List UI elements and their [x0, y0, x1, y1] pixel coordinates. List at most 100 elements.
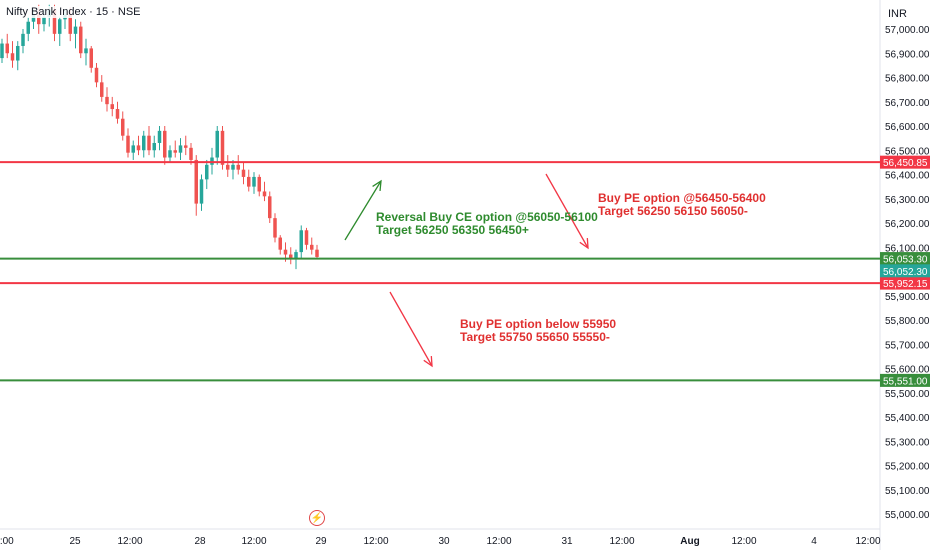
candle-down — [220, 130, 225, 165]
level-price-label: 55,952.15 — [883, 279, 928, 290]
candle-down — [278, 237, 282, 250]
x-tick-label: 12:00 — [609, 536, 634, 547]
candle-down — [268, 196, 272, 219]
y-tick-label: 55,600.00 — [885, 365, 930, 376]
x-tick-label: 12:00 — [486, 536, 511, 547]
candle-down — [273, 218, 277, 238]
candle-down — [262, 191, 267, 197]
x-tick-label: 12:00 — [731, 536, 756, 547]
candle-up — [131, 145, 135, 153]
candle-down — [315, 249, 319, 257]
last-price-tag — [880, 264, 930, 278]
x-tick-label: 30 — [438, 536, 450, 547]
level-price-label: 56,053.30 — [883, 255, 928, 266]
candle-up — [21, 33, 25, 46]
y-tick-label: 56,700.00 — [885, 98, 930, 109]
y-tick-label: 55,900.00 — [885, 292, 930, 303]
arrow-down-red-upper-head — [579, 237, 589, 250]
annotation-buy-pe-upper-line2: Target 56250 56150 56050- — [598, 204, 748, 218]
x-tick-label: 12:00 — [117, 536, 142, 547]
candle-up — [58, 19, 62, 34]
candle-down — [100, 82, 104, 97]
x-tick-label: 12:00 — [855, 536, 880, 547]
level-price-label: 56,450.85 — [883, 158, 928, 169]
candle-up — [178, 145, 183, 153]
x-tick-label: 4 — [811, 536, 817, 547]
last-price-label: 56,052.30 — [883, 267, 928, 278]
currency-label: INR — [888, 8, 907, 20]
candle-down — [304, 230, 309, 245]
candle-down — [89, 48, 93, 68]
annotation-buy-pe-lower-line2: Target 55750 55650 55550- — [460, 330, 610, 344]
candle-down — [247, 176, 251, 187]
candle-up — [252, 176, 256, 187]
annotation-buy-pe-lower: Buy PE option below 55950 Target 55750 5… — [460, 318, 616, 344]
candle-down — [236, 164, 240, 170]
y-tick-label: 55,500.00 — [885, 389, 930, 400]
y-tick-label: 55,300.00 — [885, 437, 930, 448]
candle-up — [0, 43, 4, 59]
candle-up — [231, 164, 235, 170]
candle-down — [68, 14, 72, 34]
candle-down — [126, 135, 130, 153]
level-price-tag — [880, 155, 930, 169]
candle-down — [189, 147, 193, 160]
candle-down — [184, 145, 188, 148]
y-tick-label: 56,100.00 — [885, 243, 930, 254]
y-tick-label: 55,100.00 — [885, 486, 930, 497]
candle-up — [168, 150, 172, 158]
candle-down — [52, 9, 57, 34]
lightning-icon[interactable]: ⚡ — [309, 510, 325, 526]
x-tick-label: 29 — [315, 536, 327, 547]
annotation-buy-pe-upper-line1: Buy PE option @56450-56400 — [598, 191, 766, 205]
annotation-buy-pe-upper: Buy PE option @56450-56400 Target 56250 … — [598, 192, 766, 218]
candle-up — [215, 130, 219, 158]
x-tick-label: Aug — [680, 536, 699, 547]
symbol-title: Nifty Bank Index · 15 · NSE — [4, 6, 143, 18]
candle-up — [84, 48, 88, 54]
x-tick-label: 31 — [561, 536, 573, 547]
arrow-down-red-lower-shaft — [389, 291, 433, 367]
level-price-label: 55,551.00 — [883, 376, 928, 387]
candle-down — [226, 164, 230, 170]
arrow-up-green-shaft — [344, 180, 382, 241]
y-tick-label: 56,800.00 — [885, 74, 930, 85]
candle-down — [121, 118, 125, 136]
candle-down — [241, 169, 246, 177]
annotation-buy-ce-line1: Reversal Buy CE option @56050-56100 — [376, 210, 598, 224]
level-price-tag — [880, 373, 930, 387]
candle-up — [294, 252, 298, 260]
y-tick-label: 55,700.00 — [885, 340, 930, 351]
candle-up — [26, 21, 30, 34]
y-tick-label: 55,200.00 — [885, 462, 930, 473]
x-tick-label: 25 — [69, 536, 81, 547]
y-tick-label: 56,900.00 — [885, 49, 930, 60]
annotation-buy-ce-line2: Target 56250 56350 56450+ — [376, 223, 529, 237]
x-tick-label: 12:00 — [241, 536, 266, 547]
candle-down — [136, 145, 141, 151]
candle-down — [105, 96, 109, 105]
candle-up — [16, 45, 20, 61]
candle-down — [110, 104, 114, 110]
candle-down — [37, 14, 41, 25]
candle-down — [147, 135, 151, 151]
candle-down — [289, 254, 293, 260]
candle-down — [173, 150, 177, 153]
arrow-down-red-upper-shaft — [545, 173, 589, 249]
x-tick-label: 28 — [194, 536, 206, 547]
y-tick-label: 57,000.00 — [885, 25, 930, 36]
y-tick-label: 55,400.00 — [885, 413, 930, 424]
candle-up — [299, 230, 303, 253]
y-tick-label: 56,600.00 — [885, 122, 930, 133]
y-tick-label: 55,800.00 — [885, 316, 930, 327]
y-tick-label: 56,200.00 — [885, 219, 930, 230]
candle-up — [142, 135, 146, 151]
annotation-buy-pe-lower-line1: Buy PE option below 55950 — [460, 317, 617, 331]
candle-up — [152, 142, 156, 151]
y-tick-label: 56,500.00 — [885, 146, 930, 157]
y-tick-label: 56,400.00 — [885, 171, 930, 182]
candle-down — [310, 244, 314, 250]
candle-down — [257, 176, 261, 192]
